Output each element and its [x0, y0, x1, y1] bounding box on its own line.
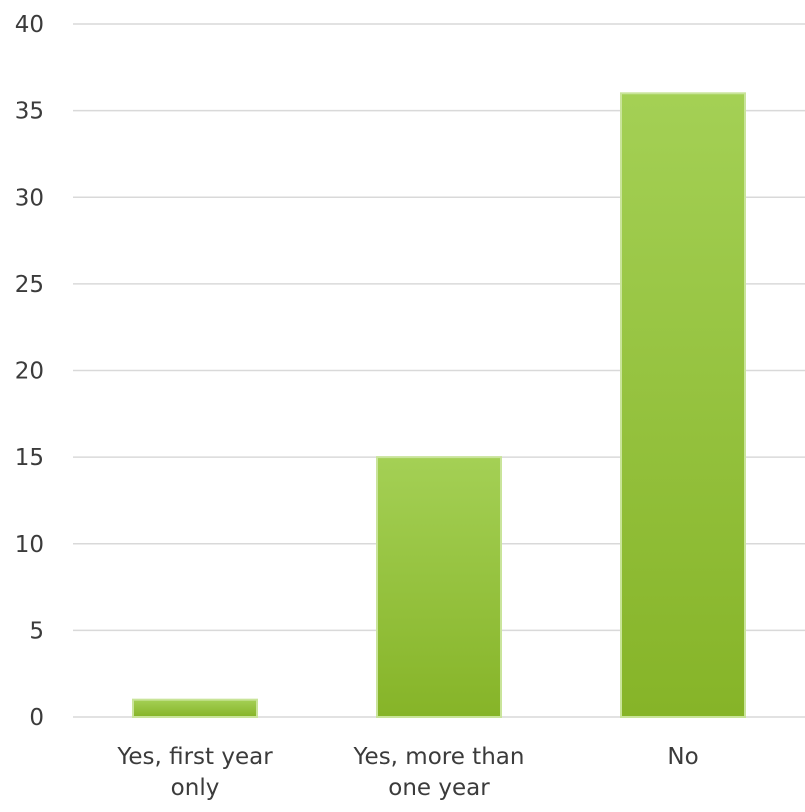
bar-0 [132, 698, 258, 718]
x-category-label-line: one year [388, 775, 490, 801]
y-tick-label: 5 [29, 618, 44, 644]
gridlines [73, 23, 805, 718]
x-category-label-line: only [171, 775, 220, 801]
y-tick-label: 35 [15, 99, 44, 125]
x-category-label: Yes, more than one year [353, 744, 525, 801]
x-category-label-line: Yes, more than [353, 744, 525, 770]
y-tick-label: 0 [29, 705, 44, 731]
y-tick-label: 30 [15, 185, 44, 211]
y-tick-label: 10 [15, 532, 44, 558]
x-category-label-line: No [667, 744, 698, 770]
y-tick-label: 40 [15, 12, 44, 38]
x-category-label-line: Yes, first year [116, 744, 273, 770]
bar-1 [376, 456, 502, 718]
x-category-label: No [667, 744, 698, 770]
y-tick-label: 15 [15, 445, 44, 471]
y-tick-label: 25 [15, 272, 44, 298]
bars [132, 92, 746, 719]
x-axis-labels: Yes, first year only Yes, more than one yea… [116, 744, 698, 801]
bar-2 [620, 92, 746, 719]
x-category-label: Yes, first year only [116, 744, 273, 801]
y-axis-ticks: 0 5 10 15 20 25 30 35 40 [15, 12, 44, 731]
y-tick-label: 20 [15, 359, 44, 385]
